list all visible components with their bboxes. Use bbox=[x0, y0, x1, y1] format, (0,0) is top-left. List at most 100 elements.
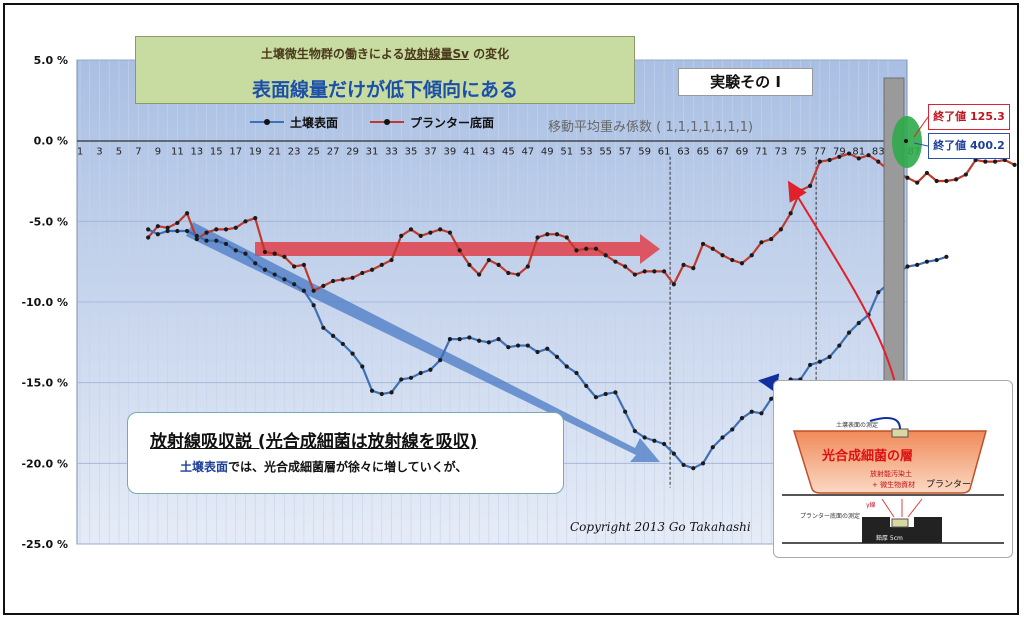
data-point bbox=[691, 266, 696, 271]
title-box: 土壌微生物群の働きによる放射線量Sv の変化 表面線量だけが低下傾向にある bbox=[135, 36, 635, 104]
x-tick-label: 37 bbox=[424, 147, 437, 158]
data-point bbox=[496, 262, 501, 267]
data-point bbox=[467, 262, 472, 267]
data-point bbox=[408, 227, 414, 232]
lead-block-right bbox=[914, 517, 942, 543]
y-tick-label: -15.0 % bbox=[21, 377, 68, 390]
data-point bbox=[876, 159, 881, 164]
y-tick-label: 5.0 % bbox=[34, 54, 68, 67]
data-point bbox=[700, 461, 706, 466]
data-point bbox=[944, 254, 949, 259]
x-tick-label: 3 bbox=[96, 147, 102, 158]
end-value-red: 終了値 125.3 bbox=[928, 104, 1010, 130]
data-point bbox=[661, 441, 667, 447]
data-point bbox=[321, 325, 326, 330]
data-point bbox=[379, 262, 384, 267]
data-point bbox=[301, 262, 307, 267]
data-point bbox=[623, 264, 628, 269]
data-point bbox=[369, 388, 375, 393]
legend-blue-swatch bbox=[250, 117, 284, 127]
data-point bbox=[584, 246, 589, 251]
series-blue-line bbox=[146, 227, 949, 471]
data-point bbox=[165, 228, 170, 234]
chart-title: 表面線量だけが低下傾向にある bbox=[251, 79, 518, 101]
data-point bbox=[564, 235, 569, 240]
x-tick-label: 33 bbox=[385, 147, 398, 158]
x-tick-label: 11 bbox=[171, 147, 184, 158]
data-point bbox=[564, 364, 569, 369]
chart-subtitle: 土壌微生物群の働きによる放射線量Sv の変化 bbox=[136, 45, 634, 62]
x-tick-label: 41 bbox=[463, 147, 476, 158]
data-point bbox=[360, 364, 365, 369]
data-point bbox=[282, 254, 287, 259]
y-tick-label: -20.0 % bbox=[21, 457, 68, 470]
end-leader-red bbox=[913, 116, 929, 138]
data-point bbox=[408, 375, 414, 380]
x-tick-label: 53 bbox=[580, 147, 593, 158]
data-point bbox=[652, 438, 657, 443]
data-point bbox=[623, 409, 628, 414]
data-point bbox=[866, 153, 871, 158]
data-point bbox=[175, 228, 180, 234]
data-point bbox=[700, 241, 706, 247]
data-point bbox=[292, 264, 297, 269]
series-red-line bbox=[146, 151, 1017, 293]
data-point bbox=[506, 345, 511, 350]
data-point bbox=[915, 180, 920, 185]
y-tick-label: -25.0 % bbox=[21, 538, 68, 551]
data-point bbox=[223, 241, 229, 247]
data-point bbox=[146, 227, 151, 232]
data-point bbox=[438, 357, 443, 363]
inset-line1: 放射能汚染土 bbox=[870, 470, 912, 478]
y-tick-label: -5.0 % bbox=[29, 215, 68, 228]
data-point bbox=[506, 270, 511, 276]
data-point bbox=[253, 261, 258, 266]
data-point bbox=[360, 270, 365, 276]
data-point bbox=[593, 395, 599, 400]
subtitle-tail: の変化 bbox=[473, 47, 510, 61]
data-point bbox=[272, 272, 277, 277]
x-tick-label: 59 bbox=[638, 147, 651, 158]
data-point bbox=[243, 251, 248, 256]
data-point bbox=[272, 251, 277, 256]
x-tick-label: 57 bbox=[619, 147, 632, 158]
data-point bbox=[262, 249, 268, 255]
data-point bbox=[457, 248, 462, 253]
data-point bbox=[710, 246, 715, 251]
data-point bbox=[204, 230, 209, 235]
x-tick-label: 39 bbox=[444, 147, 457, 158]
data-point bbox=[739, 261, 745, 266]
end-leader-blue bbox=[913, 142, 929, 147]
data-point bbox=[827, 157, 832, 163]
data-point bbox=[915, 262, 920, 267]
legend-blue: 土壌表面 bbox=[250, 113, 338, 131]
data-point bbox=[155, 224, 160, 229]
x-tick-label: 29 bbox=[346, 147, 359, 158]
data-point bbox=[379, 391, 384, 397]
data-point bbox=[710, 445, 715, 450]
x-tick-label: 43 bbox=[483, 147, 496, 158]
data-point bbox=[749, 253, 754, 258]
inset-top-label: 土壌表面の測定 bbox=[836, 422, 879, 429]
legend-blue-label: 土壌表面 bbox=[290, 115, 339, 130]
x-tick-label: 19 bbox=[249, 147, 262, 158]
data-point bbox=[184, 211, 190, 216]
data-point bbox=[292, 282, 297, 287]
x-tick-label: 5 bbox=[116, 147, 122, 158]
x-tick-label: 51 bbox=[560, 147, 573, 158]
data-point bbox=[447, 337, 453, 342]
data-point bbox=[214, 238, 219, 243]
x-tick-label: 23 bbox=[288, 147, 301, 158]
data-point bbox=[477, 272, 482, 277]
top-sensor-lead bbox=[869, 417, 901, 430]
data-point bbox=[457, 337, 462, 342]
x-tick-label: 7 bbox=[135, 147, 141, 158]
data-point bbox=[876, 290, 881, 295]
data-point bbox=[340, 277, 345, 282]
data-point bbox=[399, 233, 404, 238]
top-sensor bbox=[891, 428, 909, 438]
x-tick-label: 1 bbox=[77, 147, 83, 158]
data-point bbox=[477, 338, 482, 343]
data-point bbox=[545, 232, 550, 237]
hypothesis-highlight: 土壌表面 bbox=[180, 460, 229, 474]
